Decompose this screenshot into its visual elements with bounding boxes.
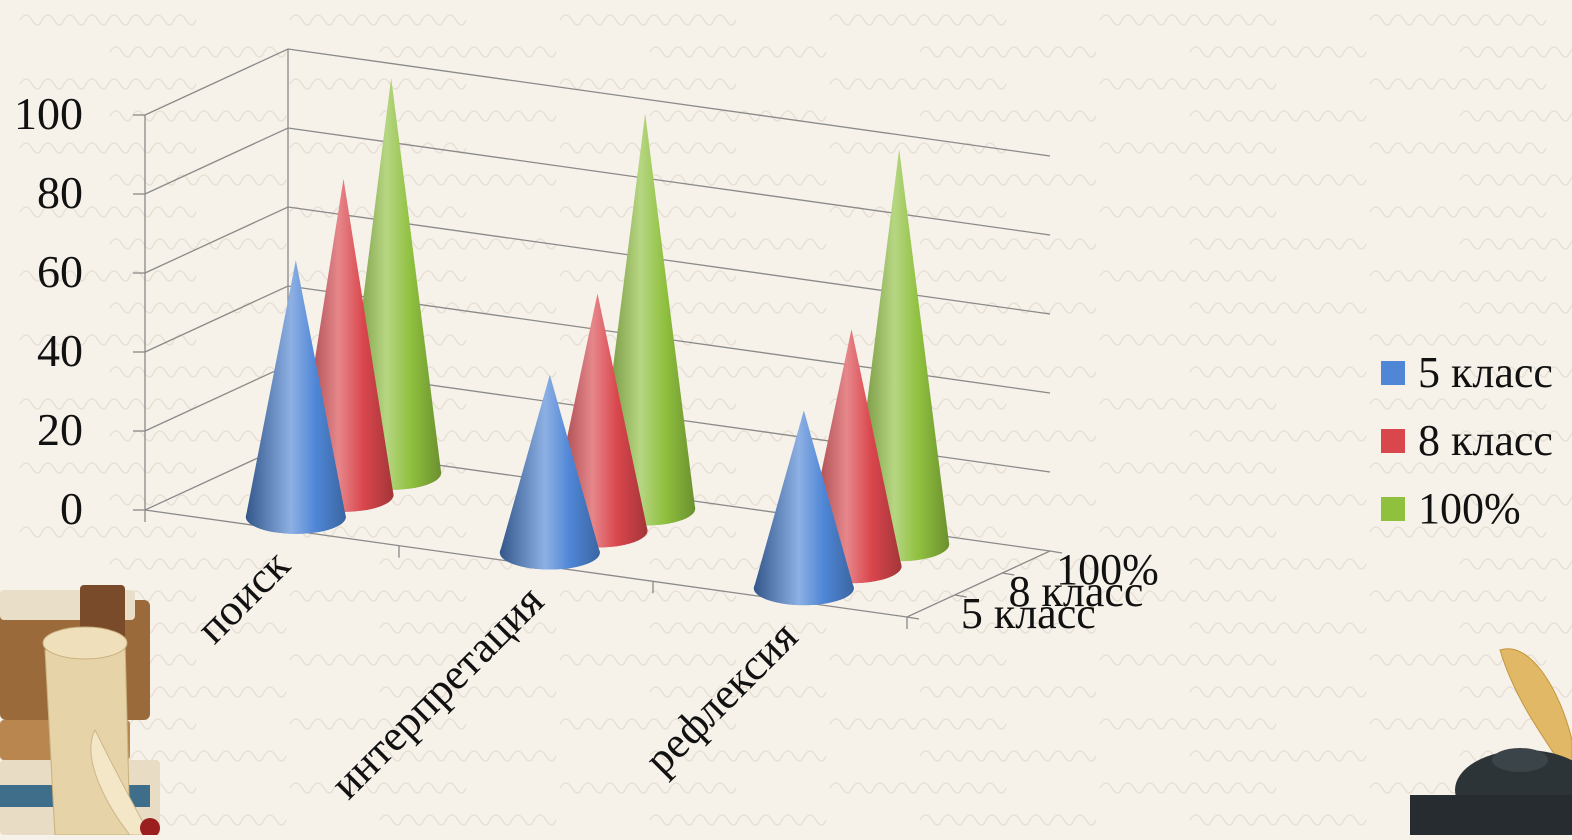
y-tick-label: 20	[37, 404, 83, 455]
depth-label: 5 класс	[961, 589, 1096, 638]
depth-tick	[906, 616, 920, 620]
cone-body	[753, 410, 854, 606]
depth-tick	[1002, 572, 1015, 576]
depth-tick	[954, 594, 967, 598]
gridline	[144, 127, 1051, 236]
depth-label: 100%	[1056, 545, 1159, 594]
category-label: поиск	[187, 540, 300, 653]
books-scroll-decoration	[0, 585, 160, 838]
cone-body	[245, 260, 346, 534]
legend-label: 5 класс	[1418, 348, 1553, 397]
cone	[753, 410, 854, 606]
cone	[245, 260, 346, 534]
gridline	[144, 48, 1051, 157]
legend-swatch	[1381, 361, 1405, 385]
y-axis-tick-labels: 0 20 40 60 80 100	[14, 88, 83, 534]
y-tick-label: 40	[37, 325, 83, 376]
cone-series	[245, 77, 950, 606]
cone-body	[499, 374, 600, 570]
legend-swatch	[1381, 429, 1405, 453]
y-tick-label: 80	[37, 167, 83, 218]
cone	[499, 374, 600, 570]
category-label: интерпретация	[321, 576, 553, 808]
legend: 5 класс 8 класс 100%	[1381, 348, 1553, 533]
y-tick-label: 100	[14, 88, 83, 139]
depth-label: 8 класс	[1009, 567, 1144, 616]
depth-tick	[1049, 550, 1063, 554]
background-handwriting	[19, 14, 1572, 826]
y-tick-label: 0	[60, 483, 83, 534]
x-axis-category-labels: поиск интерпретация рефлексия	[187, 540, 807, 808]
legend-label: 100%	[1418, 484, 1521, 533]
inkwell-quill-decoration	[1410, 648, 1572, 835]
y-tick-label: 60	[37, 246, 83, 297]
legend-swatch	[1381, 497, 1405, 521]
legend-label: 8 класс	[1418, 416, 1553, 465]
